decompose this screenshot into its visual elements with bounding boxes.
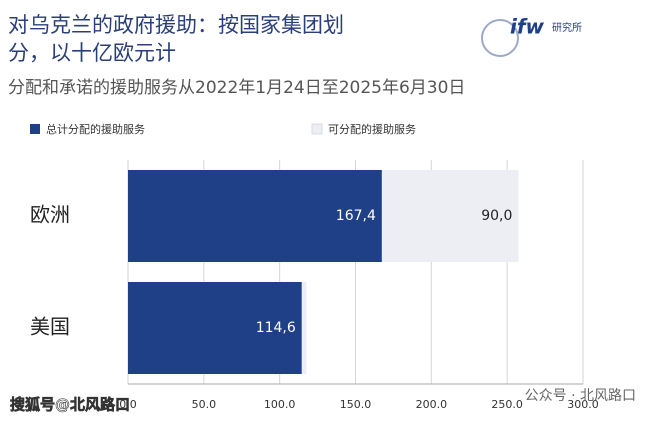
bar-segment <box>128 170 382 262</box>
chart-title: 分，以十亿欧元计 <box>8 41 176 65</box>
x-tick-label: 150.0 <box>340 398 372 411</box>
x-tick-label: 200.0 <box>416 398 448 411</box>
x-tick-label: 50.0 <box>192 398 217 411</box>
watermark: 搜狐号@北风路口 <box>10 396 130 414</box>
x-tick-label: 250.0 <box>491 398 523 411</box>
x-tick-label: 0.0 <box>119 398 137 411</box>
logo: ifw <box>510 15 545 39</box>
category-label: 欧洲 <box>30 203 70 227</box>
value-label: 167,4 <box>336 208 376 224</box>
x-tick-label: 300.0 <box>567 398 599 411</box>
bar-segment <box>128 282 302 374</box>
logo-sub: 研究所 <box>552 21 582 34</box>
x-tick-label: 100.0 <box>264 398 296 411</box>
chart-subtitle: 分配和承诺的援助服务从2022年1月24日至2025年6月30日 <box>8 78 465 98</box>
legend-label: 可分配的援助服务 <box>328 122 416 136</box>
chart-title: 对乌克兰的政府援助：按国家集团划 <box>8 13 344 37</box>
bar-segment <box>381 170 519 262</box>
watermark: 公众号 · 北风路口 <box>525 388 636 404</box>
legend-swatch <box>311 123 323 135</box>
legend-label: 总计分配的援助服务 <box>46 122 145 136</box>
legend-swatch <box>30 124 40 134</box>
bar-segment <box>301 282 307 374</box>
value-label: 90,0 <box>481 208 512 224</box>
logo-globe <box>481 19 519 57</box>
value-label: 114,6 <box>256 320 296 336</box>
category-label: 美国 <box>30 315 70 339</box>
